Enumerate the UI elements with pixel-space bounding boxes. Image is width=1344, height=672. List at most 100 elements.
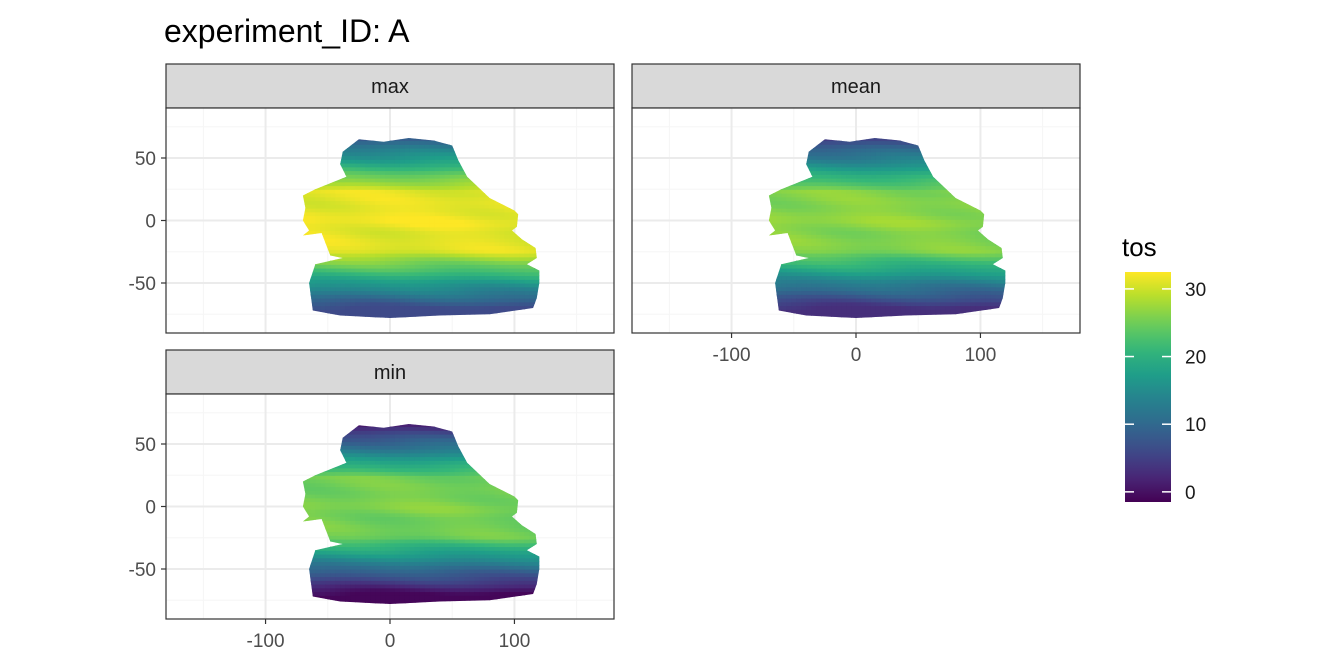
heat-cell <box>831 226 837 232</box>
heat-cell <box>335 211 341 217</box>
heat-cell <box>399 181 406 187</box>
heat-cell <box>524 286 530 292</box>
heat-cell <box>965 253 972 258</box>
heat-cell <box>424 313 431 318</box>
heat-cell <box>846 264 852 269</box>
heat-cell <box>439 279 446 284</box>
heat-cell <box>846 166 852 172</box>
heat-cell <box>895 305 902 310</box>
heat-cell <box>310 196 316 202</box>
heat-cell <box>940 249 947 254</box>
heat-cell <box>856 301 862 307</box>
heat-cell <box>350 241 356 247</box>
heat-cell <box>504 226 511 232</box>
heat-cell <box>880 151 887 157</box>
heat-cell <box>484 305 491 310</box>
heat-cell <box>895 279 902 284</box>
heat-cell <box>429 249 436 254</box>
heat-cell <box>831 219 837 224</box>
heat-cell <box>419 298 426 303</box>
heat-cell <box>444 200 451 205</box>
heat-cell <box>360 283 366 288</box>
heat-cell <box>950 290 957 295</box>
heat-cell <box>885 189 892 194</box>
heat-cell <box>841 279 847 284</box>
heat-cell <box>419 215 426 220</box>
heat-cell <box>915 204 922 209</box>
heat-cell <box>444 174 451 179</box>
heat-cell <box>860 226 867 232</box>
heat-cell <box>474 215 481 220</box>
heat-cell <box>885 279 892 284</box>
heat-cell <box>434 170 441 175</box>
heat-cell <box>860 234 867 239</box>
heat-cell <box>345 294 351 299</box>
heat-cell <box>821 208 827 213</box>
heat-cell <box>860 208 867 213</box>
heat-cell <box>865 298 872 303</box>
heat-cell <box>350 256 356 262</box>
heat-cell <box>915 305 922 310</box>
heat-cell <box>806 189 812 194</box>
heat-cell <box>851 144 857 149</box>
heat-cell <box>385 290 391 295</box>
heat-cell <box>414 279 421 284</box>
heat-cell <box>841 256 847 262</box>
heat-cell <box>895 144 902 149</box>
heat-cell <box>895 200 902 205</box>
heat-cell <box>975 215 982 220</box>
heat-cell <box>831 283 837 288</box>
heat-cell <box>970 238 977 243</box>
heat-cell <box>826 211 832 217</box>
heat-cell <box>385 230 391 235</box>
heat-cell <box>870 223 877 228</box>
heat-cell <box>370 151 376 157</box>
heat-cell <box>811 174 817 179</box>
heat-cell <box>925 271 932 277</box>
heat-cell <box>330 223 336 228</box>
heat-cell <box>895 193 902 198</box>
heat-cell <box>444 245 451 250</box>
heat-cell <box>831 215 837 220</box>
heat-cell <box>394 174 401 179</box>
heat-cell <box>905 226 912 232</box>
heat-cell <box>856 234 862 239</box>
heat-cell <box>484 208 491 213</box>
heat-cell <box>429 151 436 157</box>
heat-cell <box>885 208 892 213</box>
heat-cell <box>865 223 872 228</box>
heat-cell <box>325 283 331 288</box>
heat-cell <box>801 208 807 213</box>
heat-cell <box>449 234 456 239</box>
heat-cell <box>826 290 832 295</box>
heat-cell <box>355 181 361 187</box>
heat-cell <box>960 283 967 288</box>
heat-cell <box>776 290 782 295</box>
heat-cell <box>409 253 416 258</box>
heat-cell <box>806 286 812 292</box>
heat-cell <box>960 309 967 314</box>
heat-cell <box>350 301 356 307</box>
heat-cell <box>444 241 451 247</box>
heat-cell <box>885 215 892 220</box>
heat-cell <box>385 151 391 157</box>
heat-cell <box>350 159 356 164</box>
heat-cell <box>355 185 361 190</box>
heat-cell <box>925 226 932 232</box>
heat-cell <box>429 294 436 299</box>
heat-cell <box>846 230 852 235</box>
heat-cell <box>880 256 887 262</box>
heat-cell <box>399 163 406 168</box>
heat-cell <box>514 294 521 299</box>
heat-cell <box>335 219 341 224</box>
heat-cell <box>504 305 511 310</box>
heat-cell <box>419 275 426 280</box>
heat-cell <box>399 286 406 292</box>
heat-cell <box>434 290 441 295</box>
heat-cell <box>875 208 882 213</box>
heat-cell <box>474 294 481 299</box>
heat-cell <box>474 253 481 258</box>
heat-cell <box>449 305 456 310</box>
heat-cell <box>404 151 411 157</box>
heat-cell <box>965 230 972 235</box>
